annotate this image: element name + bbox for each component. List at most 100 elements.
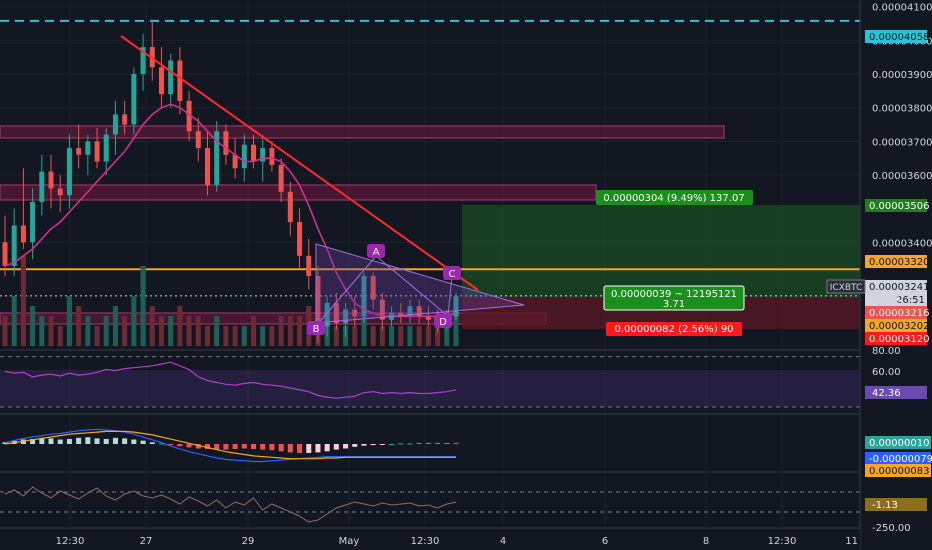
position-loss-label: 0.00000082 (2.56%) 90 (614, 324, 733, 335)
time-tick-label: 6 (602, 536, 608, 547)
position-profit-label-bg (596, 190, 753, 205)
candle (232, 137, 238, 179)
candle-body (85, 141, 91, 155)
volume-bar (370, 326, 376, 346)
volume-bar (407, 326, 413, 346)
candle (361, 272, 367, 324)
price-badge-label: 0.00003120 (869, 334, 929, 345)
candles (2, 20, 459, 344)
volume-bar (260, 326, 266, 346)
candle-body (195, 131, 201, 149)
candle-body (186, 100, 192, 132)
cci-value-badge-bg (865, 498, 927, 511)
candle-body (306, 255, 312, 276)
volume-bar (2, 316, 8, 346)
volume-bar (186, 316, 192, 346)
price-badge-bg (865, 319, 927, 332)
price-badge-bg (865, 332, 927, 345)
price-tick-label: 0.00003400 (872, 238, 932, 249)
pattern-label-bg (434, 314, 452, 328)
candle-body (232, 154, 238, 169)
volume-bar (269, 326, 275, 346)
rsi-tick-label: 80.00 (872, 346, 901, 357)
candle-body (48, 171, 54, 189)
descending-trendline[interactable] (120, 35, 479, 291)
candle-body (158, 67, 164, 95)
macd-histogram-bar (352, 444, 358, 447)
macd-histogram-bar (361, 444, 367, 446)
drawings (120, 35, 525, 327)
macd-histogram-bar (66, 438, 72, 444)
macd-histogram-bar (251, 444, 257, 450)
macd-histogram-bar (158, 443, 164, 445)
candle (66, 134, 72, 209)
candle (2, 215, 8, 276)
macd-histogram-bar (287, 444, 293, 453)
macd-histogram-bar (407, 443, 413, 445)
candle (251, 134, 257, 169)
volume-bar (140, 266, 146, 346)
macd-histogram-bar (324, 444, 330, 452)
candle (398, 302, 404, 324)
candle (85, 134, 91, 175)
candle-body (131, 74, 137, 125)
candle (177, 47, 183, 115)
candle-body (140, 47, 146, 75)
position-center-label-bg (603, 285, 745, 311)
price-badge-bg (865, 255, 927, 268)
macd-histogram-bar (416, 442, 422, 444)
position-profit-label: 0.00000304 (9.49%) 137.07 (603, 193, 744, 204)
candle-body (251, 144, 257, 162)
volume-bar (168, 316, 174, 346)
volume-bar (85, 316, 91, 346)
volume-bar (177, 306, 183, 346)
candle (131, 67, 137, 135)
symbol-tag-bg (826, 279, 866, 294)
pattern-label-c: C (449, 269, 456, 280)
candle-body (333, 302, 339, 324)
time-tick-label: May (339, 536, 360, 547)
cci-tick-label: -250.00 (872, 523, 911, 534)
volume-bar (131, 296, 137, 346)
price-tick-label-partial: 0.000 (872, 295, 901, 306)
volume-bar (241, 326, 247, 346)
abcd-pattern-lines[interactable] (315, 255, 453, 327)
time-axis[interactable]: 12:30 27 29 May 12:30 4 6 8 12:30 11 (0, 529, 860, 550)
macd-histogram-bar (177, 444, 183, 447)
triangle-pattern[interactable] (315, 243, 525, 324)
candle-body (122, 114, 128, 125)
price-badge-bg (865, 306, 927, 319)
macd-histogram-bar (333, 444, 339, 450)
candle-body (11, 225, 17, 266)
pattern-label-bg (443, 266, 461, 280)
rsi-pane (0, 356, 860, 408)
candle (76, 124, 82, 169)
candle (269, 141, 275, 172)
candle (122, 100, 128, 135)
candle (158, 47, 164, 108)
time-tick-label: 12:30 (768, 536, 797, 547)
candle-body (66, 148, 72, 196)
candle (370, 272, 376, 310)
volume-bar (20, 256, 26, 346)
time-tick-label: 8 (703, 536, 709, 547)
candle (149, 20, 155, 81)
volume-bar (361, 316, 367, 346)
candle (223, 124, 229, 165)
candle-body (112, 114, 118, 135)
candle-body (241, 144, 247, 169)
candle (278, 158, 284, 202)
candle (20, 168, 26, 250)
candle-body (324, 302, 330, 327)
volume-bar (297, 316, 303, 346)
price-badge-bg (865, 280, 927, 293)
price-axis[interactable]: 0.000041000.000040000.000039000.00003800… (826, 0, 932, 550)
candle (11, 208, 17, 276)
candle (306, 238, 312, 290)
macd-histogram-bar (112, 437, 118, 444)
candle (241, 134, 247, 182)
candle (453, 292, 459, 320)
price-badge-label: 0.00003241 (869, 282, 929, 293)
